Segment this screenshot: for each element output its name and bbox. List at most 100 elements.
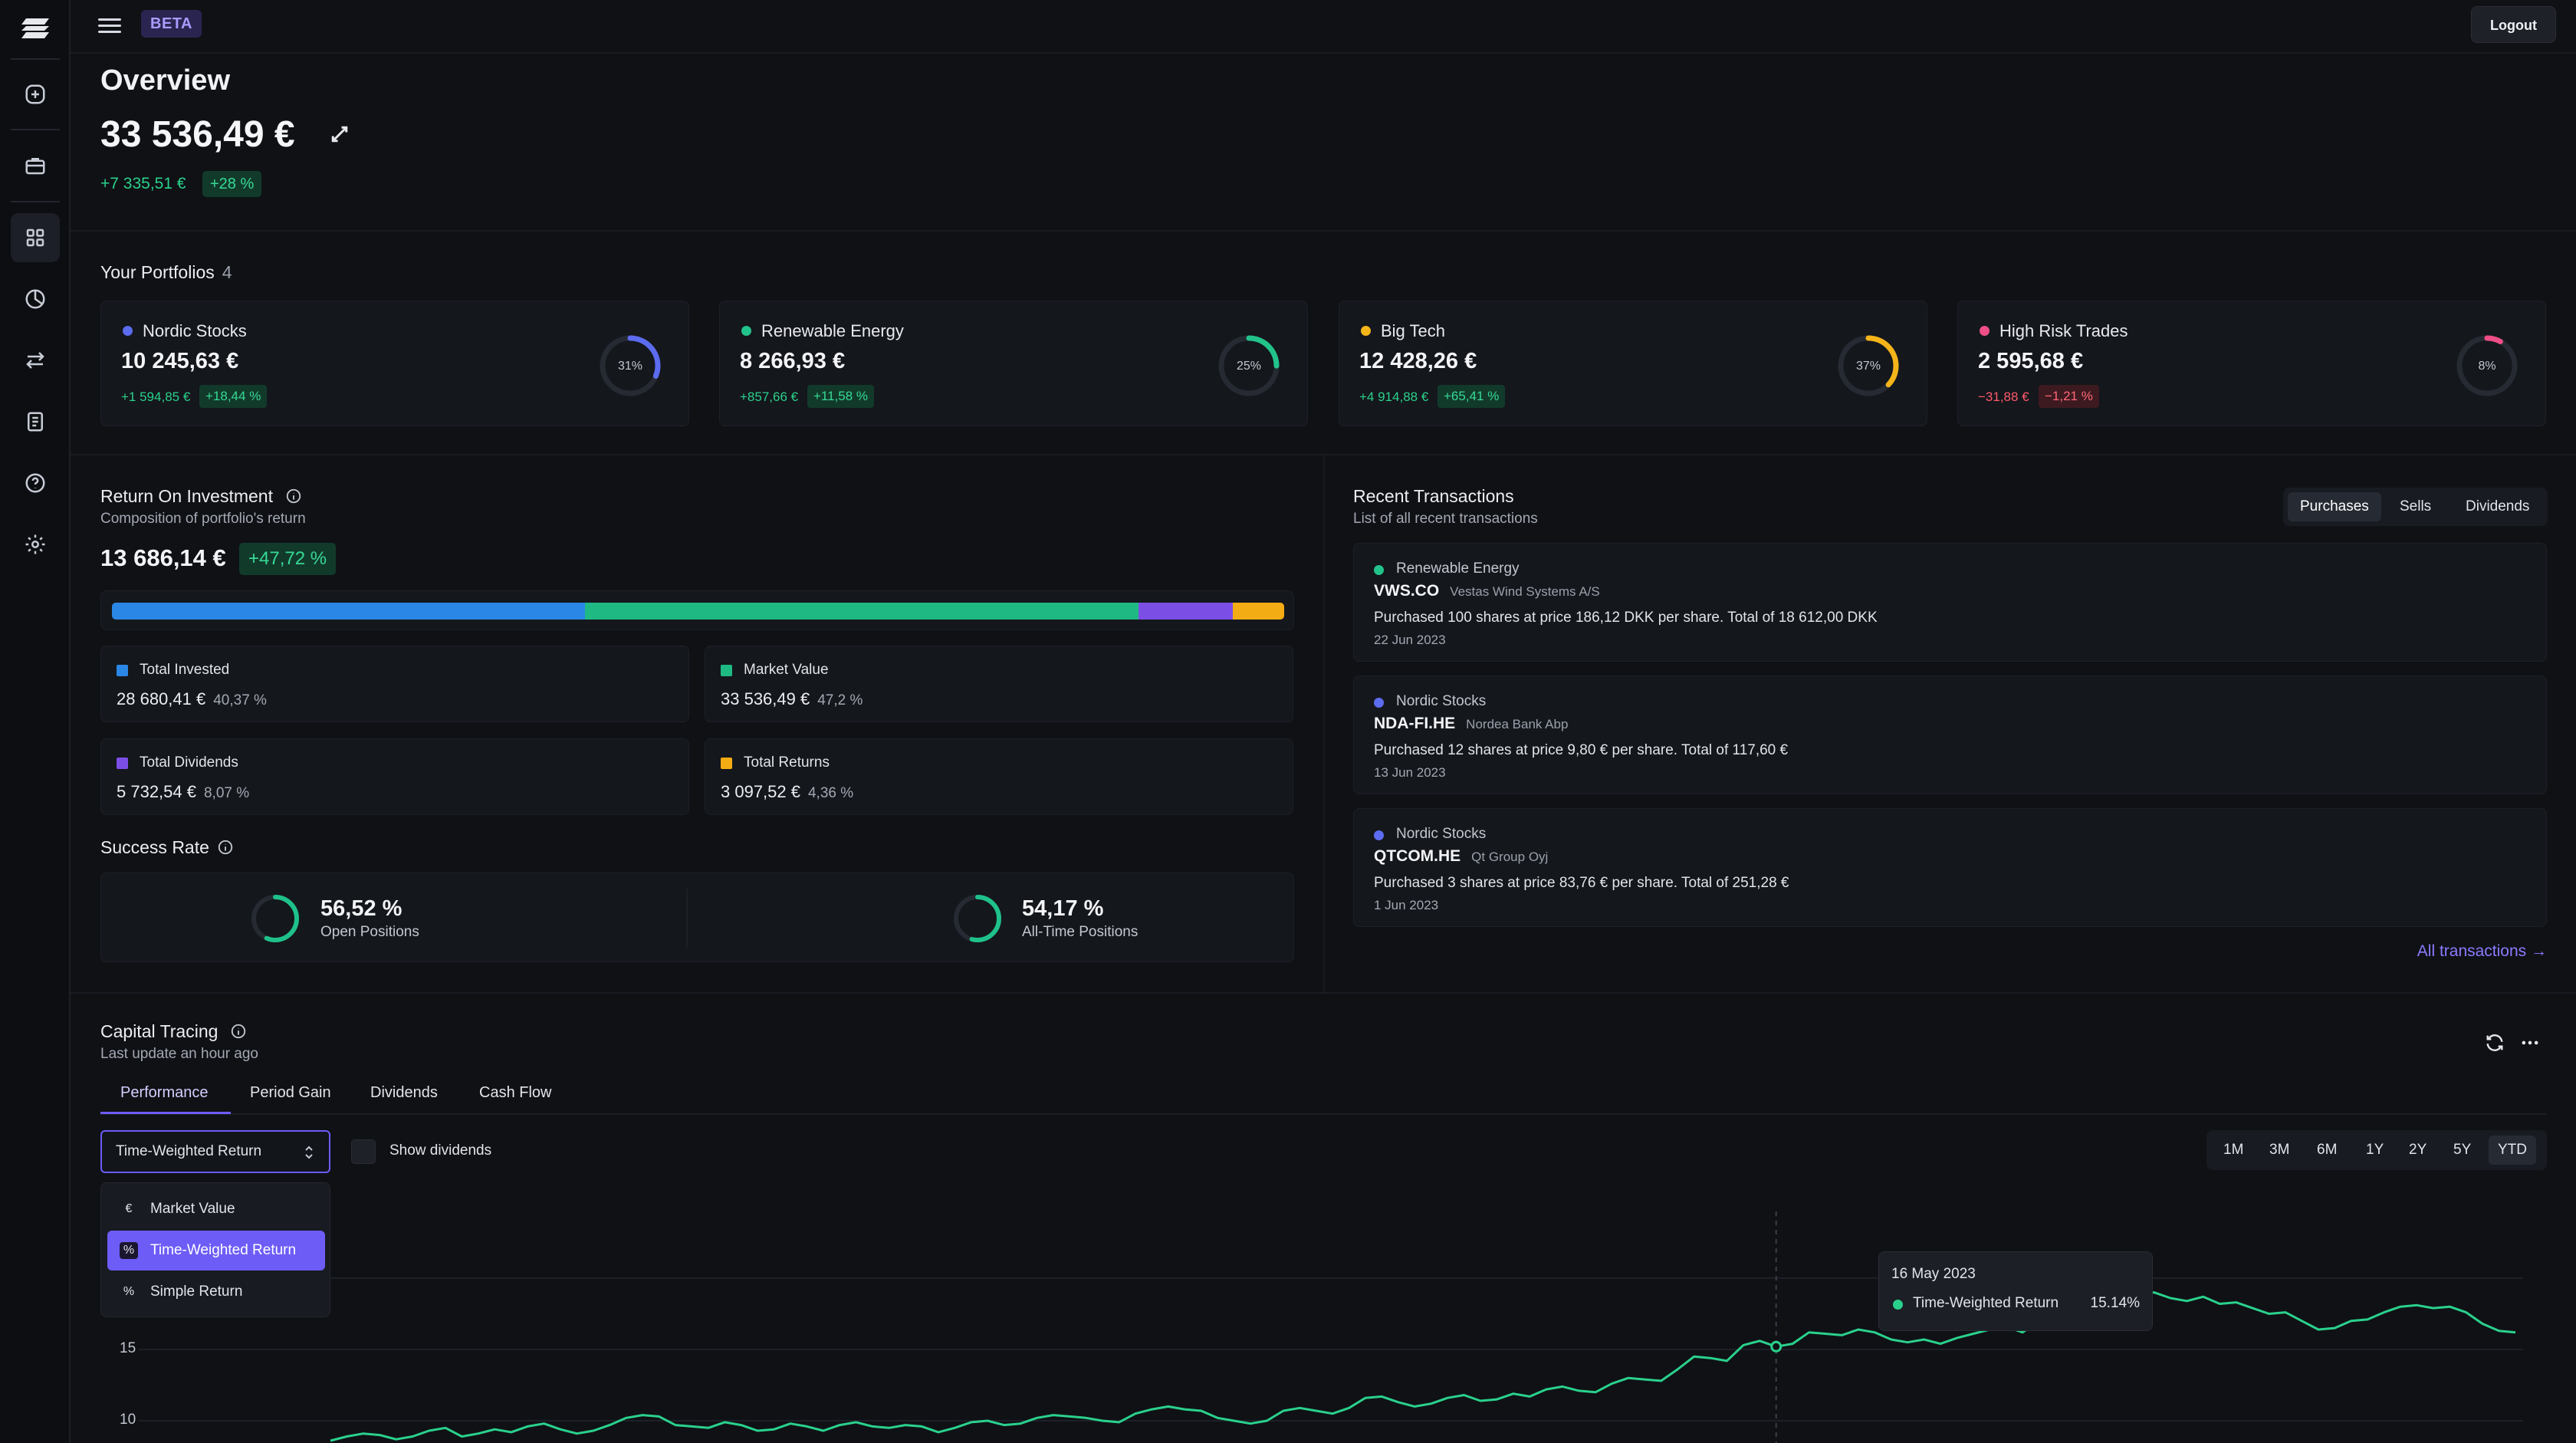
settings-icon	[25, 534, 45, 554]
chart-tooltip: 16 May 2023 Time-Weighted Return 15.14%	[1878, 1251, 2153, 1331]
sidebar-item-dashboard[interactable]	[11, 213, 60, 262]
transaction-company: Qt Group Oyj	[1471, 850, 1549, 864]
roi-component-pct: 8,07 %	[203, 785, 250, 801]
success-rate-card: 56,52 % Open Positions 54,17 % All-Time …	[100, 873, 1294, 962]
range-3m[interactable]: 3M	[2269, 1142, 2290, 1158]
info-icon[interactable]	[285, 488, 302, 505]
sidebar-item-add[interactable]	[11, 70, 60, 119]
capital-tracing-tabs: Performance Period Gain Dividends Cash F…	[100, 1078, 2547, 1115]
transaction-ticker-row: QTCOM.HE Qt Group Oyj	[1374, 847, 1548, 866]
active-tab-indicator	[100, 1112, 231, 1114]
open-positions-ring	[251, 895, 299, 942]
portfolio-card[interactable]: High Risk Trades 2 595,68 € −31,88 € −1,21 …	[1957, 301, 2546, 426]
briefcase-icon	[25, 158, 45, 175]
logout-button[interactable]: Logout	[2471, 6, 2556, 43]
info-icon[interactable]	[217, 839, 234, 856]
more-options-icon[interactable]	[2519, 1032, 2541, 1053]
legend-swatch	[117, 665, 128, 676]
divider	[686, 889, 688, 948]
beta-badge: BETA	[141, 10, 202, 38]
euro-icon: €	[125, 1202, 133, 1215]
sidebar	[0, 0, 71, 1443]
portfolio-name: Nordic Stocks	[143, 321, 247, 340]
section-divider	[71, 454, 2576, 455]
portfolio-share-label: 8%	[2478, 360, 2496, 373]
sidebar-item-portfolios[interactable]	[11, 141, 60, 190]
dropdown-item-label: Market Value	[150, 1201, 235, 1217]
portfolio-card[interactable]: Renewable Energy 8 266,93 € +857,66 € +11,5…	[719, 301, 1308, 426]
app-logo-icon[interactable]	[18, 15, 52, 41]
portfolio-share-label: 37%	[1856, 360, 1881, 373]
sidebar-item-help[interactable]	[11, 459, 60, 508]
portfolios-title: Your Portfolios	[100, 262, 215, 282]
portfolio-share-ring: 8%	[2456, 335, 2518, 396]
capital-tracing-title: Capital Tracing	[100, 1021, 219, 1041]
stacked-bar-segment	[1233, 603, 1284, 620]
percent-icon: %	[123, 1285, 135, 1298]
hamburger-menu-icon[interactable]	[98, 14, 121, 37]
help-icon	[25, 473, 45, 493]
range-1m[interactable]: 1M	[2223, 1142, 2244, 1158]
roi-component-value-row: 3 097,52 € 4,36 %	[721, 782, 853, 802]
roi-component-card: Total Dividends 5 732,54 € 8,07 %	[100, 738, 689, 815]
tab-cash-flow[interactable]: Cash Flow	[479, 1084, 552, 1101]
all-transactions-link[interactable]: All transactions →	[2417, 942, 2547, 960]
dropdown-item-label: Simple Return	[150, 1284, 243, 1300]
all-time-positions-label: All-Time Positions	[1022, 924, 1138, 940]
range-2y[interactable]: 2Y	[2409, 1142, 2427, 1158]
portfolios-count: 4	[222, 262, 232, 282]
add-icon	[25, 84, 45, 104]
sidebar-divider	[11, 58, 60, 60]
transaction-card[interactable]: Nordic Stocks NDA-FI.HE Nordea Bank Abp Pur…	[1353, 675, 2547, 794]
roi-component-card: Total Invested 28 680,41 € 40,37 %	[100, 646, 689, 722]
tab-dividends[interactable]: Dividends	[2466, 498, 2530, 514]
portfolio-color-dot	[1361, 326, 1371, 336]
transaction-card[interactable]: Renewable Energy VWS.CO Vestas Wind System…	[1353, 543, 2547, 662]
transaction-card[interactable]: Nordic Stocks QTCOM.HE Qt Group Oyj Purchas…	[1353, 808, 2547, 927]
swap-icon[interactable]	[328, 123, 351, 146]
all-time-positions-ring	[954, 895, 1001, 942]
y-tick-label: 15	[120, 1340, 136, 1356]
info-icon[interactable]	[230, 1023, 247, 1040]
capital-tracing-chart[interactable]	[100, 1196, 2547, 1443]
range-1y[interactable]: 1Y	[2366, 1142, 2384, 1158]
dropdown-item-market-value[interactable]: € Market Value	[107, 1189, 325, 1229]
range-6m[interactable]: 6M	[2317, 1142, 2338, 1158]
tab-period-gain[interactable]: Period Gain	[250, 1084, 331, 1101]
sidebar-item-settings[interactable]	[11, 520, 60, 569]
sidebar-divider	[11, 201, 60, 202]
tab-performance[interactable]: Performance	[120, 1084, 209, 1101]
stacked-bar-segment	[585, 603, 1138, 620]
tab-purchases[interactable]: Purchases	[2288, 492, 2381, 521]
sidebar-item-allocation[interactable]	[11, 274, 60, 324]
sidebar-item-reports[interactable]	[11, 397, 60, 446]
all-time-positions-value: 54,17 %	[1022, 896, 1104, 921]
portfolio-change-pct: +65,41 %	[1438, 385, 1506, 408]
stacked-bar-segment	[1138, 603, 1234, 620]
tab-sells[interactable]: Sells	[2400, 498, 2432, 514]
transaction-description: Purchased 3 shares at price 83,76 € per …	[1374, 875, 1789, 891]
refresh-icon[interactable]	[2484, 1032, 2505, 1053]
sidebar-divider	[11, 129, 60, 130]
dropdown-item-time-weighted-return[interactable]: % Time-Weighted Return	[107, 1231, 325, 1270]
tab-dividends[interactable]: Dividends	[370, 1084, 438, 1101]
show-dividends-label: Show dividends	[389, 1142, 492, 1159]
range-5y[interactable]: 5Y	[2453, 1142, 2472, 1158]
portfolio-card[interactable]: Nordic Stocks 10 245,63 € +1 594,85 € +18,4…	[100, 301, 689, 426]
show-dividends-checkbox[interactable]	[351, 1139, 376, 1164]
transaction-company: Vestas Wind Systems A/S	[1450, 584, 1600, 599]
legend-swatch	[117, 758, 128, 769]
dropdown-item-simple-return[interactable]: % Simple Return	[107, 1272, 325, 1312]
portfolio-card[interactable]: Big Tech 12 428,26 € +4 914,88 € +65,41 % 37…	[1339, 301, 1927, 426]
sidebar-item-transactions[interactable]	[11, 336, 60, 385]
range-tabs: 1M 3M 6M 1Y 2Y 5Y YTD	[2206, 1130, 2547, 1170]
portfolio-name: Renewable Energy	[761, 321, 904, 340]
portfolio-change-pct: +11,58 %	[807, 385, 875, 408]
roi-component-pct: 4,36 %	[807, 785, 854, 801]
open-positions-value: 56,52 %	[320, 896, 402, 921]
transaction-ticker: NDA-FI.HE	[1374, 715, 1456, 732]
range-ytd[interactable]: YTD	[2489, 1136, 2536, 1165]
metric-select[interactable]: Time-Weighted Return	[100, 1130, 330, 1173]
roi-value: 13 686,14 €	[100, 544, 226, 571]
